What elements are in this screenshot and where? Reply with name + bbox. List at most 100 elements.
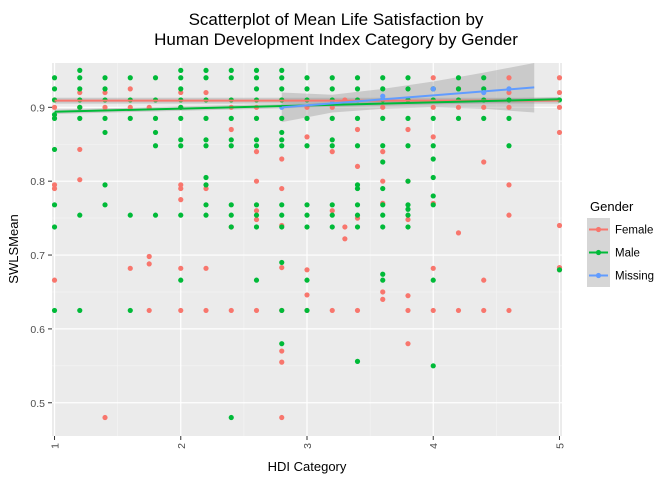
- x-axis-title: HDI Category: [268, 459, 347, 474]
- point-female: [127, 86, 133, 92]
- point-female: [127, 265, 133, 271]
- point-male: [77, 307, 83, 314]
- chart-title-line-2: Human Development Index Category by Gend…: [154, 30, 518, 49]
- point-female: [430, 307, 436, 314]
- point-male: [405, 224, 411, 230]
- point-female: [481, 159, 487, 165]
- point-male: [228, 224, 234, 230]
- point-male: [506, 143, 512, 149]
- point-male: [51, 86, 58, 92]
- point-male: [380, 86, 386, 92]
- point-female: [354, 126, 361, 133]
- point-female: [253, 149, 260, 155]
- point-male: [279, 67, 285, 73]
- point-male: [102, 75, 108, 81]
- point-female: [51, 185, 58, 192]
- point-male: [380, 159, 386, 165]
- point-female: [556, 129, 563, 136]
- point-male: [329, 75, 335, 81]
- point-female: [51, 277, 58, 283]
- point-male: [178, 143, 184, 149]
- point-male: [380, 271, 386, 277]
- point-male: [152, 143, 159, 149]
- point-male: [253, 86, 260, 92]
- point-female: [556, 89, 563, 96]
- point-male: [329, 212, 335, 218]
- point-female: [178, 185, 184, 192]
- point-male: [354, 358, 361, 364]
- point-male: [279, 224, 285, 230]
- point-male: [152, 212, 159, 218]
- point-female: [481, 104, 487, 110]
- point-female: [51, 104, 58, 110]
- point-male: [279, 86, 285, 92]
- point-male: [354, 202, 361, 208]
- point-male: [304, 212, 310, 218]
- point-male: [329, 143, 335, 149]
- point-female: [253, 178, 260, 184]
- data-points: [51, 67, 563, 421]
- point-female: [178, 182, 184, 188]
- point-missing: [380, 93, 386, 99]
- point-male: [228, 67, 234, 73]
- point-male: [51, 307, 58, 314]
- point-male: [127, 307, 133, 314]
- point-female: [304, 292, 310, 298]
- point-female: [556, 104, 563, 110]
- point-male: [329, 115, 335, 121]
- trend-lines: [54, 86, 560, 113]
- point-male: [77, 86, 83, 92]
- legend-point-missing: [595, 272, 602, 279]
- point-female: [556, 222, 563, 229]
- point-male: [253, 224, 260, 230]
- point-female: [354, 163, 361, 170]
- point-male: [228, 143, 234, 149]
- y-tick-label: 0.8: [30, 176, 45, 188]
- point-male: [77, 115, 83, 121]
- point-male: [354, 143, 361, 149]
- point-female: [228, 307, 234, 314]
- point-male: [380, 202, 386, 208]
- point-female: [127, 104, 133, 110]
- point-male: [481, 115, 487, 121]
- point-male: [405, 206, 411, 212]
- point-female: [455, 307, 462, 314]
- point-male: [253, 67, 260, 73]
- point-male: [354, 182, 361, 188]
- point-male: [405, 212, 411, 218]
- legend-label-missing: Missing: [615, 271, 654, 283]
- point-male: [279, 129, 285, 136]
- point-female: [405, 126, 411, 133]
- point-female: [506, 182, 512, 188]
- point-male: [430, 156, 436, 162]
- point-male: [329, 137, 335, 143]
- legend: Gender Female Male Missing: [587, 199, 654, 287]
- point-male: [405, 86, 411, 92]
- point-female: [304, 267, 310, 273]
- point-male: [304, 75, 310, 81]
- point-male: [203, 143, 209, 149]
- point-female: [146, 261, 152, 267]
- point-female: [430, 134, 436, 140]
- point-male: [329, 202, 335, 208]
- point-male: [203, 137, 209, 143]
- point-male: [329, 86, 335, 92]
- legend-label-male: Male: [615, 248, 640, 260]
- point-male: [228, 137, 234, 143]
- legend-keys: Female Male Missing: [587, 218, 654, 287]
- chart-title-line-1: Scatterplot of Mean Life Satisfaction by: [189, 10, 484, 29]
- point-female: [253, 307, 260, 314]
- point-female: [405, 307, 411, 314]
- point-female: [455, 104, 462, 110]
- point-female: [481, 277, 487, 283]
- point-male: [102, 182, 108, 188]
- y-tick-label: 0.7: [30, 250, 45, 262]
- point-male: [279, 115, 285, 121]
- point-female: [51, 182, 58, 188]
- point-male: [228, 75, 234, 81]
- point-female: [102, 104, 108, 110]
- x-axis-ticks: 1 2 3 4 5: [50, 436, 566, 449]
- x-tick-label: 4: [428, 443, 440, 449]
- point-male: [430, 202, 436, 208]
